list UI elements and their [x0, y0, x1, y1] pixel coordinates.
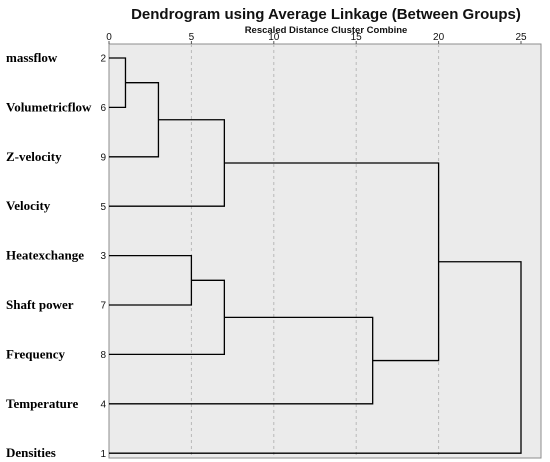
- cluster-link: [109, 261, 522, 454]
- dendrogram-links: [109, 57, 522, 454]
- leaf-label: Temperature: [6, 396, 78, 411]
- leaf-case-number: 2: [100, 54, 106, 65]
- x-tick-label: 20: [433, 32, 445, 43]
- chart-title: Dendrogram using Average Linkage (Betwee…: [131, 6, 521, 23]
- x-axis-ticks: 0 5 10 15 20 25: [106, 32, 527, 44]
- leaf-label: Shaft power: [6, 297, 74, 312]
- leaf-label: Velocity: [6, 198, 51, 213]
- leaf-label: Frequency: [6, 346, 65, 361]
- leaf-label: massflow: [6, 50, 58, 65]
- leaf-labels: massflow 2 Volumetricflow 6 Z-velocity 9 Veloc…: [6, 50, 106, 460]
- x-tick-label: 10: [268, 32, 280, 43]
- leaf-case-number: 3: [100, 251, 106, 262]
- chart-subtitle: Rescaled Distance Cluster Combine: [245, 25, 408, 36]
- leaf-case-number: 4: [100, 399, 106, 410]
- leaf-label: Z-velocity: [6, 149, 62, 164]
- x-tick-label: 5: [189, 32, 195, 43]
- leaf-case-number: 6: [100, 103, 106, 114]
- leaf-label: Volumetricflow: [6, 99, 92, 114]
- leaf-case-number: 8: [100, 350, 106, 361]
- x-tick-label: 15: [351, 32, 363, 43]
- leaf-case-number: 7: [100, 301, 106, 312]
- x-tick-label: 0: [106, 32, 112, 43]
- leaf-case-number: 1: [100, 449, 106, 460]
- leaf-label: Heatexchange: [6, 248, 84, 263]
- x-tick-label: 25: [515, 32, 527, 43]
- leaf-label: Densities: [6, 445, 56, 460]
- plot-area: [108, 43, 542, 459]
- leaf-case-number: 9: [100, 152, 106, 163]
- leaf-case-number: 5: [100, 202, 106, 213]
